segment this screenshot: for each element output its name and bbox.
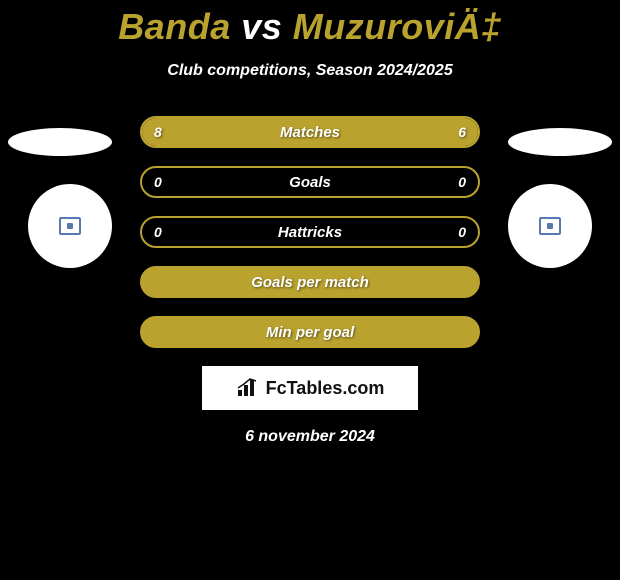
stat-value-right: 0: [458, 174, 466, 190]
stats-panel: 8 Matches 6 0 Goals 0 0 Hattricks 0 Goals per mat…: [140, 116, 480, 348]
date-label: 6 november 2024: [0, 428, 620, 446]
stat-value-left: 0: [154, 174, 162, 190]
player1-name: Banda: [118, 6, 231, 47]
stat-label: Goals: [289, 174, 331, 191]
stat-value-left: 0: [154, 224, 162, 240]
decoration-ellipse-left: [8, 128, 112, 156]
stat-fill-right: [327, 118, 478, 146]
stat-label: Min per goal: [266, 324, 354, 341]
brand-text: FcTables.com: [266, 378, 385, 399]
stat-row: 8 Matches 6: [140, 116, 480, 148]
stat-value-right: 6: [458, 124, 466, 140]
brand-box: FcTables.com: [202, 366, 418, 410]
subtitle: Club competitions, Season 2024/2025: [0, 62, 620, 80]
stat-row: Goals per match: [140, 266, 480, 298]
stat-label: Hattricks: [278, 224, 342, 241]
decoration-ellipse-right: [508, 128, 612, 156]
stat-row: 0 Hattricks 0: [140, 216, 480, 248]
player2-name: MuzuroviÄ‡: [293, 6, 502, 47]
page-title: Banda vs MuzuroviÄ‡: [0, 6, 620, 48]
team-logo-left: [28, 184, 112, 268]
stat-value-right: 0: [458, 224, 466, 240]
placeholder-image-icon: [59, 217, 81, 235]
stat-label: Goals per match: [251, 274, 369, 291]
bar-chart-icon: [236, 378, 260, 398]
stat-label: Matches: [280, 124, 340, 141]
vs-text: vs: [241, 6, 282, 47]
team-logo-right: [508, 184, 592, 268]
placeholder-image-icon: [539, 217, 561, 235]
stat-value-left: 8: [154, 124, 162, 140]
stat-row: Min per goal: [140, 316, 480, 348]
stat-row: 0 Goals 0: [140, 166, 480, 198]
